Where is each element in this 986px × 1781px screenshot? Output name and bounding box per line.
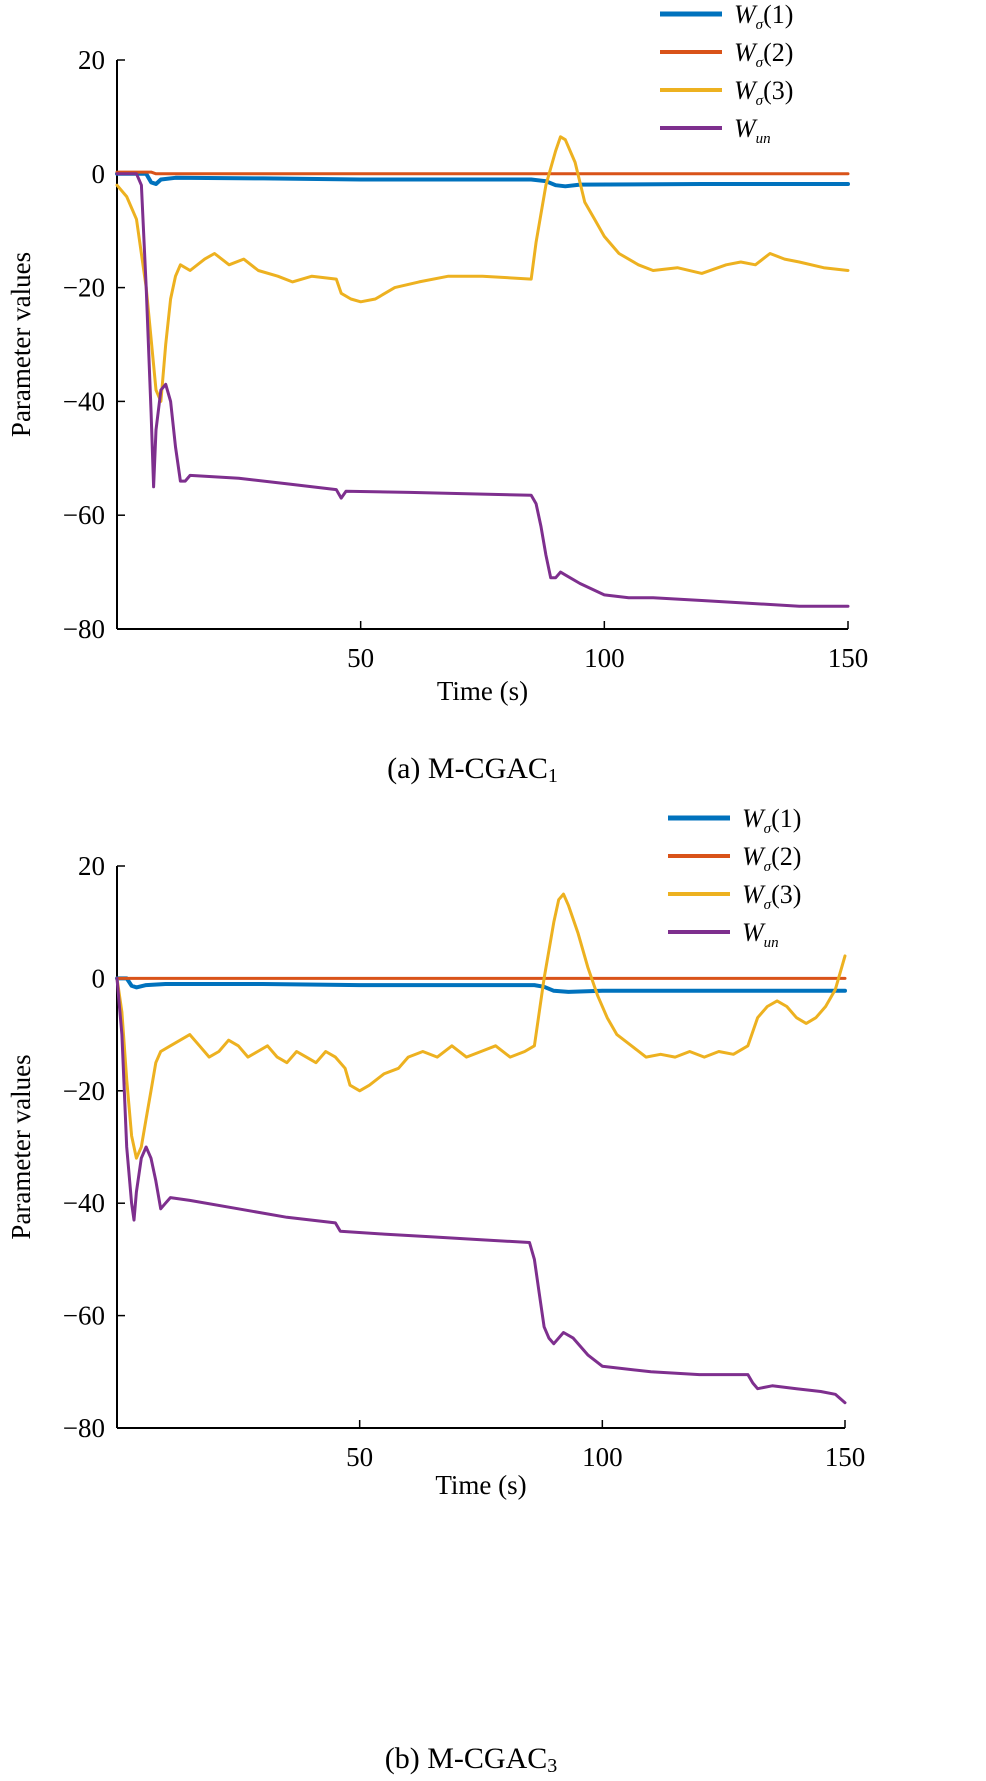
x-axis-title: Time (s) [437, 676, 528, 706]
y-tick-label: 20 [78, 851, 105, 881]
y-tick-label: 0 [92, 963, 106, 993]
y-tick-label: −20 [63, 1076, 105, 1106]
figure-caption-1: (a) M-CGAC1 [387, 752, 558, 787]
y-tick-label: 20 [78, 45, 105, 75]
y-tick-label: −80 [63, 1413, 105, 1443]
x-tick-label: 150 [828, 643, 869, 673]
y-axis-title: Parameter values [6, 252, 36, 437]
chart-panel-1: 20 0 −20 −40 −60 −80 50 100 150 Time (s) Parameter… [6, 0, 868, 787]
x-tick-label: 150 [825, 1442, 866, 1472]
x-axis-title: Time (s) [435, 1470, 526, 1500]
y-tick-label: 0 [92, 159, 106, 189]
x-tick-label: 100 [582, 1442, 623, 1472]
y-tick-label: −60 [63, 1301, 105, 1331]
series-line-4 [115, 172, 850, 608]
series-line-3 [115, 135, 850, 403]
x-tick-label: 50 [346, 1442, 373, 1472]
legend-label-4: Wun [734, 114, 771, 147]
legend-label-2: Wσ(2) [742, 842, 801, 875]
legend-label-3: Wσ(3) [734, 76, 793, 109]
y-axis-title: Parameter values [6, 1054, 36, 1239]
y-tick-label: −80 [63, 614, 105, 644]
y-tick-label: −40 [63, 386, 105, 416]
series-line-4 [115, 976, 847, 1405]
legend-label-1: Wσ(1) [734, 0, 793, 33]
series-line-1 [115, 171, 850, 189]
legend-label-2: Wσ(2) [734, 38, 793, 71]
y-tick-label: −40 [63, 1188, 105, 1218]
legend-label-3: Wσ(3) [742, 880, 801, 913]
chart-panel-2: 20 0 −20 −40 −60 −80 50 100 150 Time (s) Parameter… [6, 804, 865, 1777]
y-tick-label: −20 [63, 273, 105, 303]
x-tick-label: 50 [347, 643, 374, 673]
series-line-1 [115, 976, 847, 994]
legend-label-4: Wun [742, 918, 779, 951]
legend-label-1: Wσ(1) [742, 804, 801, 837]
series-line-3 [115, 892, 847, 1160]
x-tick-label: 100 [584, 643, 625, 673]
series-line-2 [115, 170, 850, 176]
y-tick-label: −60 [63, 500, 105, 530]
figure-caption-2: (b) M-CGAC3 [385, 1742, 558, 1777]
